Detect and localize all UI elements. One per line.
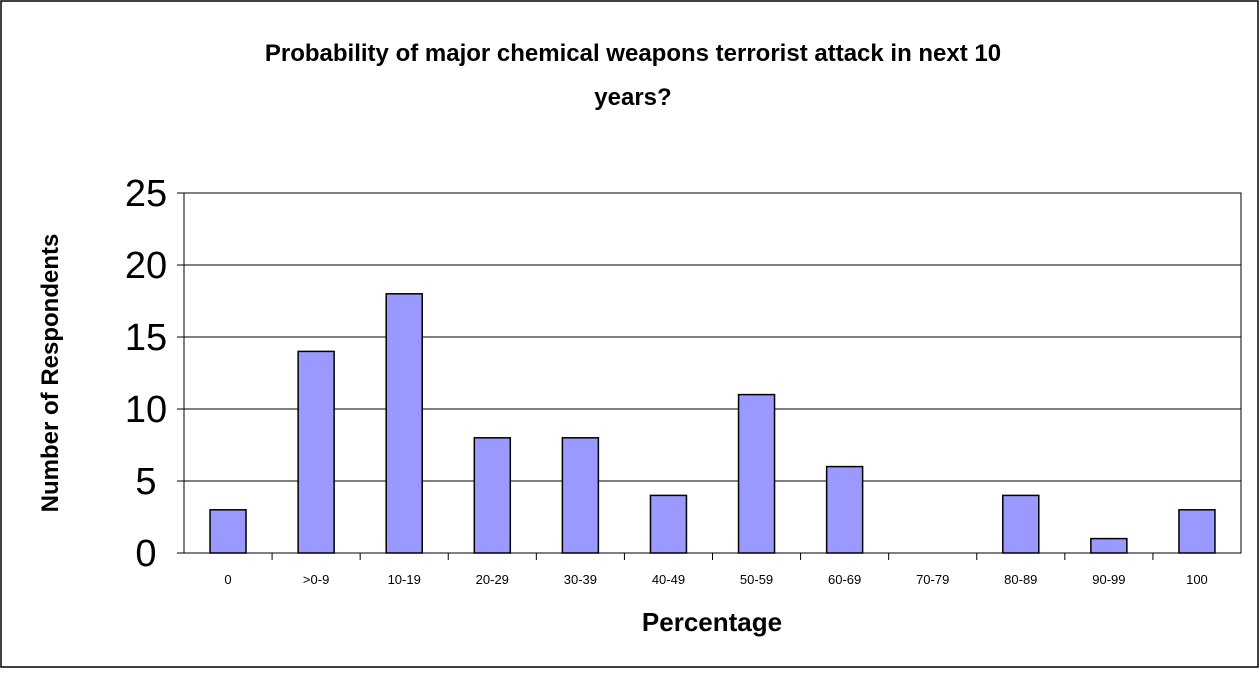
bar-3 xyxy=(473,437,512,554)
x-tick-label: 20-29 xyxy=(476,572,509,587)
x-tick-label: >0-9 xyxy=(303,572,329,587)
x-tick-label: 80-89 xyxy=(1004,572,1037,587)
bar-7 xyxy=(825,465,864,554)
x-tick-label: 30-39 xyxy=(564,572,597,587)
chart-title-line-2: years? xyxy=(594,84,671,111)
y-axis-label: Number of Respondents xyxy=(37,234,64,513)
bar-2 xyxy=(385,293,423,554)
x-tick-label: 0 xyxy=(224,572,231,587)
x-tick-label: 70-79 xyxy=(916,572,949,587)
x-tick-label: 10-19 xyxy=(388,572,421,587)
bars xyxy=(209,293,1216,554)
chart-title-line-1: Probability of major chemical weapons te… xyxy=(265,40,1001,67)
x-tick-label: 90-99 xyxy=(1092,572,1125,587)
bar-1 xyxy=(297,350,335,554)
bar-4 xyxy=(561,437,600,554)
gridlines xyxy=(184,264,1241,482)
x-tick-label: 40-49 xyxy=(652,572,685,587)
y-tick-label: 5 xyxy=(135,461,156,503)
y-tick-label: 25 xyxy=(125,173,167,215)
bar-6 xyxy=(737,393,776,554)
y-tick-label: 0 xyxy=(135,533,156,575)
bar-5 xyxy=(649,494,688,554)
y-tick-label: 20 xyxy=(125,245,167,287)
y-axis-ticks: 0 5 10 15 20 25 xyxy=(125,173,184,575)
bar-11 xyxy=(1178,509,1216,554)
y-tick-label: 10 xyxy=(125,389,167,431)
bar-0 xyxy=(209,509,247,554)
bar-9 xyxy=(1002,494,1040,554)
y-tick-label: 15 xyxy=(125,317,167,359)
bar-10 xyxy=(1090,537,1128,554)
x-tick-label: 100 xyxy=(1186,572,1208,587)
x-tick-label: 50-59 xyxy=(740,572,773,587)
x-axis-label: Percentage xyxy=(642,607,782,637)
x-axis-ticks: 0 >0-9 10-19 20-29 30-39 40-49 50-59 60-69 70-79… xyxy=(224,553,1208,587)
x-tick-label: 60-69 xyxy=(828,572,861,587)
